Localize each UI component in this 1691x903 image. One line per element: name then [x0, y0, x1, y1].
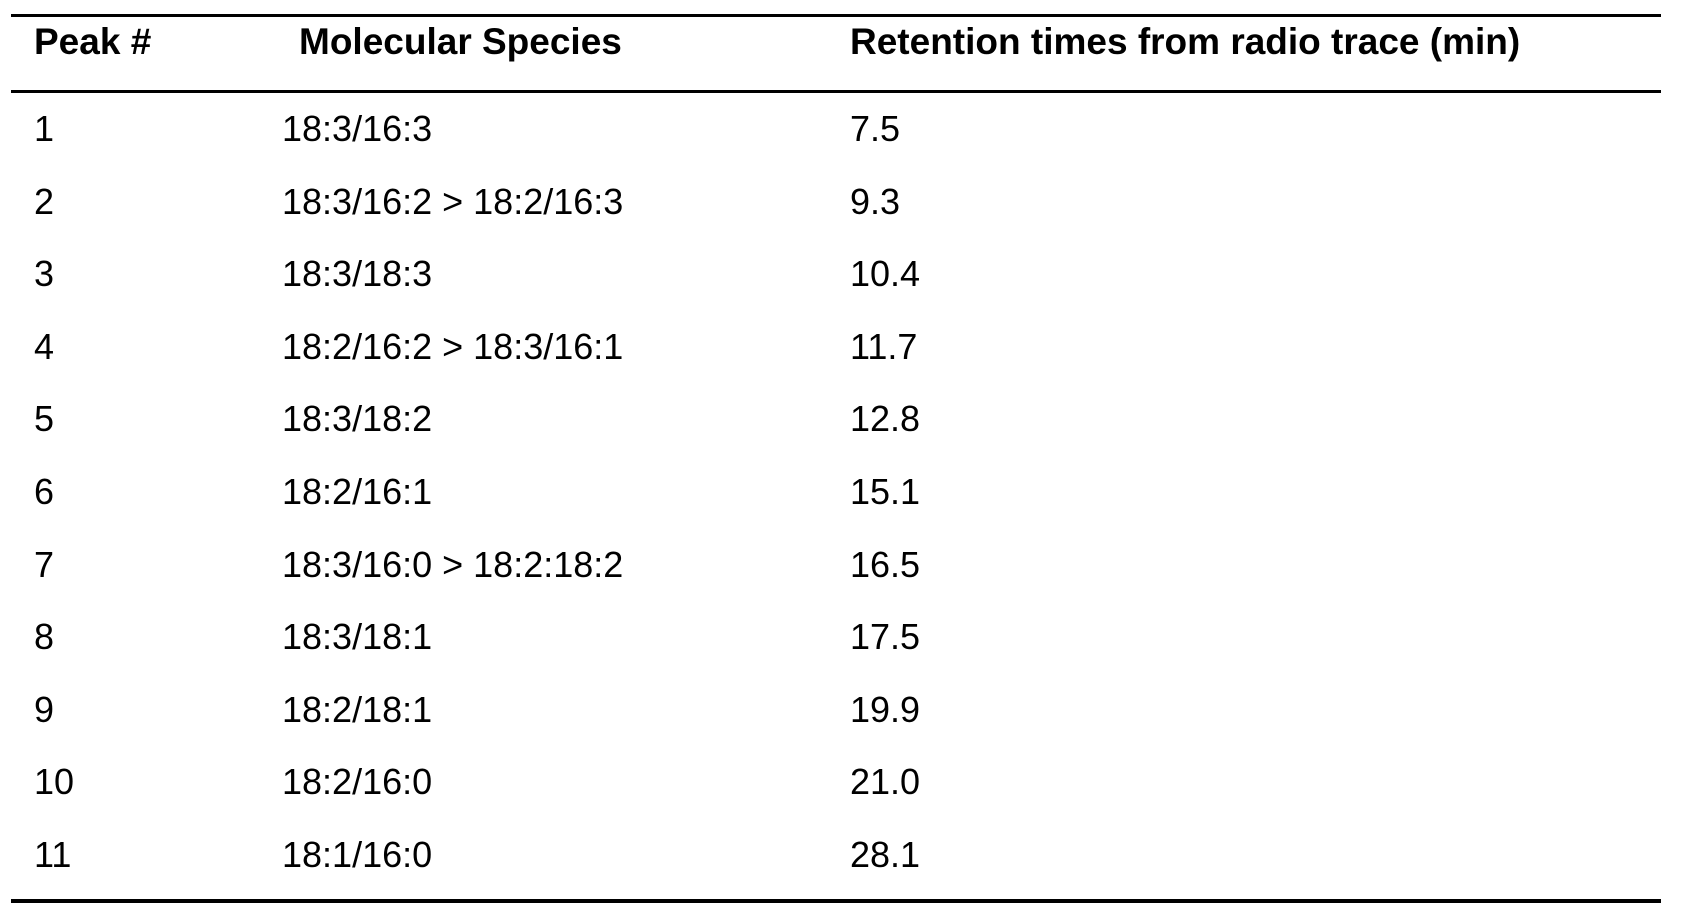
cell-species: 18:3/18:1	[282, 616, 433, 658]
cell-species: 18:2/18:1	[282, 688, 433, 730]
cell-peak: 2	[34, 180, 55, 222]
cell-peak: 6	[34, 470, 55, 512]
table-row: 7 18:3/16:0 > 18:2:18:2 16.5	[11, 529, 1661, 602]
table-row: 9 18:2/18:1 19.9	[11, 674, 1661, 747]
header-retention-time: Retention times from radio trace (min)	[850, 21, 1521, 62]
table-row: 4 18:2/16:2 > 18:3/16:1 11.7	[11, 311, 1661, 384]
table-header-rule	[11, 90, 1661, 93]
cell-retention: 9.3	[850, 180, 901, 222]
cell-species: 18:2/16:1	[282, 470, 433, 512]
cell-species: 18:3/16:3	[282, 108, 433, 149]
cell-retention: 11.7	[850, 325, 918, 367]
cell-species: 18:3/18:2	[282, 398, 433, 440]
cell-peak: 8	[34, 616, 55, 658]
cell-retention: 7.5	[850, 108, 901, 149]
table-top-rule	[11, 14, 1661, 17]
cell-species: 18:2/16:2 > 18:3/16:1	[282, 325, 624, 367]
cell-peak: 1	[34, 108, 55, 149]
table-header-row: Peak # Molecular Species Retention times…	[11, 17, 1661, 90]
cell-species: 18:3/16:2 > 18:2/16:3	[282, 180, 624, 222]
cell-peak: 9	[34, 688, 55, 730]
cell-retention: 12.8	[850, 398, 921, 440]
table-row: 5 18:3/18:2 12.8	[11, 383, 1661, 456]
table-row: 2 18:3/16:2 > 18:2/16:3 9.3	[11, 166, 1661, 239]
cell-retention: 21.0	[850, 761, 921, 803]
cell-peak: 4	[34, 325, 55, 367]
table-row: 11 18:1/16:0 28.1	[11, 819, 1661, 892]
cell-peak: 3	[34, 253, 55, 295]
cell-species: 18:3/18:3	[282, 253, 433, 295]
table-row: 1 18:3/16:3 7.5	[11, 93, 1661, 166]
cell-retention: 16.5	[850, 543, 921, 585]
cell-species: 18:3/16:0 > 18:2:18:2	[282, 543, 624, 585]
cell-retention: 19.9	[850, 688, 921, 730]
cell-peak: 7	[34, 543, 55, 585]
data-table: Peak # Molecular Species Retention times…	[11, 14, 1661, 903]
cell-peak: 10	[34, 761, 75, 803]
table-row: 8 18:3/18:1 17.5	[11, 601, 1661, 674]
cell-retention: 17.5	[850, 616, 921, 658]
table-body: 1 18:3/16:3 7.5 2 18:3/16:2 > 18:2/16:3 …	[11, 93, 1661, 899]
cell-species: 18:1/16:0	[282, 833, 433, 875]
header-molecular-species: Molecular Species	[299, 21, 622, 62]
cell-species: 18:2/16:0	[282, 761, 433, 803]
cell-retention: 28.1	[850, 833, 921, 875]
table-bottom-rule	[11, 898, 1661, 903]
cell-retention: 15.1	[850, 470, 921, 512]
header-peak: Peak #	[34, 21, 152, 62]
cell-retention: 10.4	[850, 253, 921, 295]
cell-peak: 11	[34, 833, 72, 875]
table-row: 3 18:3/18:3 10.4	[11, 238, 1661, 311]
table-row: 6 18:2/16:1 15.1	[11, 456, 1661, 529]
table-row: 10 18:2/16:0 21.0	[11, 746, 1661, 819]
cell-peak: 5	[34, 398, 55, 440]
